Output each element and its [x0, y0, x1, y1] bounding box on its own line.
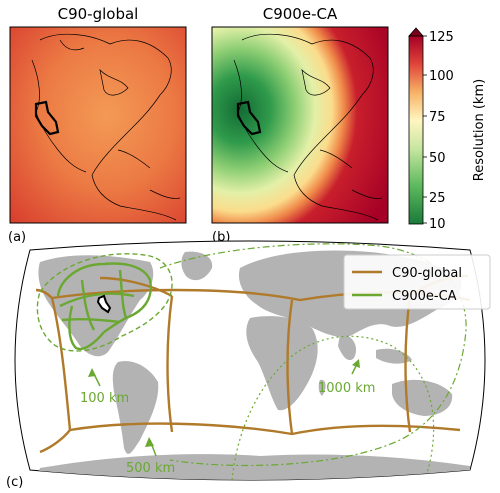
panel-b-california	[236, 100, 262, 136]
panel-a-map	[9, 26, 187, 224]
legend: C90-global C900e-CA	[343, 254, 491, 310]
panel-a-label: (a)	[8, 230, 26, 245]
panel-a-california	[34, 100, 60, 136]
c900e-ca-grid	[36, 243, 467, 480]
legend-label-c900e: C900e-CA	[392, 289, 457, 304]
colorbar-tick-50: 50	[429, 151, 446, 166]
panel-b-map	[211, 26, 389, 224]
panel-c-california	[96, 294, 112, 314]
colorbar: 125 100 75 50 25 10 Resolution (km)	[408, 27, 487, 232]
panel-a-title: C90-global	[58, 5, 139, 23]
annotation-1000km-text: 1000 km	[318, 381, 375, 396]
panel-b-title: C900e-CA	[263, 5, 338, 23]
colorbar-tick-125: 125	[429, 30, 454, 45]
panel-a-coastlines	[31, 33, 181, 221]
panel-b-coastlines	[233, 33, 383, 221]
colorbar-tick-25: 25	[429, 191, 446, 206]
colorbar-label: Resolution (km)	[472, 79, 487, 181]
annotation-500km-text: 500 km	[126, 461, 175, 476]
annotation-500km: 500 km	[126, 437, 175, 476]
annotation-100km-text: 100 km	[80, 391, 129, 406]
colorbar-tick-10: 10	[429, 217, 446, 232]
annotation-1000km: 1000 km	[318, 359, 375, 396]
panel-c-label: (c)	[6, 475, 23, 490]
legend-label-c90: C90-global	[392, 266, 462, 281]
colorbar-tick-75: 75	[429, 110, 446, 125]
annotation-100km: 100 km	[80, 368, 129, 406]
colorbar-tick-100: 100	[429, 69, 454, 84]
